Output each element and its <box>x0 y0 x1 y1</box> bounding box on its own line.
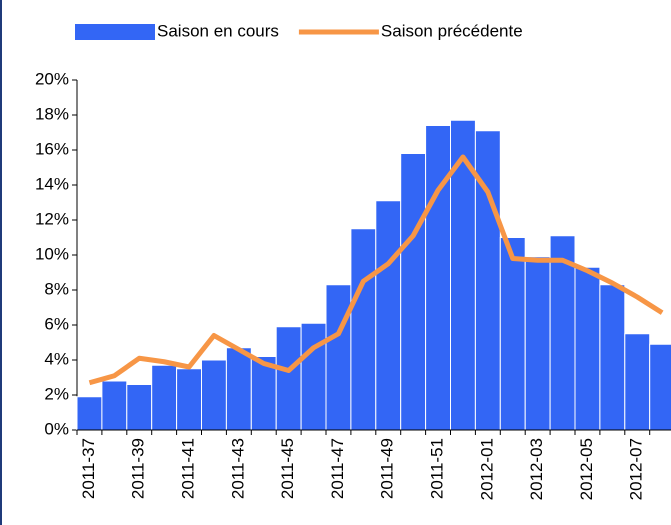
x-tick-label: 2011-49 <box>378 438 397 499</box>
bar <box>624 333 651 431</box>
bar <box>350 228 377 431</box>
bar <box>300 322 327 431</box>
x-tick-label: 2011-37 <box>79 438 98 499</box>
y-tick-label: 8% <box>44 279 69 298</box>
x-tick-label: 2012-07 <box>627 438 646 500</box>
bar <box>649 343 671 431</box>
y-tick-label: 16% <box>35 139 69 158</box>
y-tick-label: 6% <box>44 314 69 333</box>
legend-swatch <box>75 24 155 40</box>
bar <box>599 284 626 431</box>
bar <box>151 364 178 431</box>
x-tick-label: 2012-05 <box>577 438 596 500</box>
y-tick-label: 4% <box>44 349 69 368</box>
bar <box>574 266 601 431</box>
bar <box>325 284 352 431</box>
x-tick-label: 2012-03 <box>527 438 546 500</box>
bar <box>250 356 277 431</box>
bar <box>176 368 203 431</box>
bar <box>76 396 103 431</box>
x-tick-label: 2011-43 <box>228 438 247 499</box>
y-tick-label: 10% <box>35 244 69 263</box>
bar <box>375 200 402 431</box>
y-tick-label: 18% <box>35 104 69 123</box>
y-tick-label: 0% <box>44 419 69 438</box>
x-tick-label: 2011-45 <box>278 438 297 499</box>
line <box>88 154 664 386</box>
y-tick-label: 14% <box>35 174 69 193</box>
bar <box>425 125 452 431</box>
bar <box>499 237 526 431</box>
y-tick-label: 12% <box>35 209 69 228</box>
bar <box>524 256 551 431</box>
y-tick-label: 2% <box>44 384 69 403</box>
bar <box>225 347 252 431</box>
bar <box>400 153 427 431</box>
x-tick-label: 2011-47 <box>328 438 347 499</box>
bar <box>275 326 302 431</box>
bar <box>126 384 153 431</box>
legend-label: Saison en cours <box>157 21 279 40</box>
x-tick-label: 2011-51 <box>428 438 447 499</box>
x-tick-label: 2012-01 <box>477 438 496 500</box>
legend-label: Saison précédente <box>381 21 523 40</box>
x-tick-label: 2011-41 <box>179 438 198 499</box>
x-tick-label: 2011-39 <box>129 438 148 499</box>
y-tick-label: 20% <box>35 69 69 88</box>
bar <box>101 380 128 431</box>
bar <box>201 359 227 431</box>
